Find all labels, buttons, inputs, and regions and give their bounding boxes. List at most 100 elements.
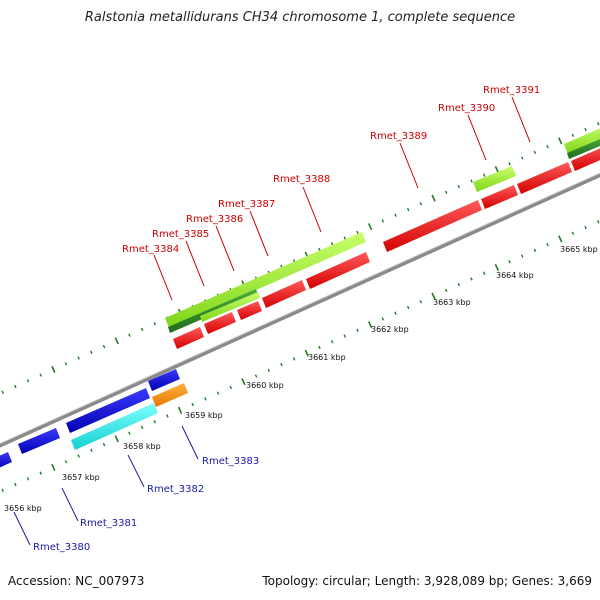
kbp-label: 3661 kbp <box>308 353 346 362</box>
gene-label-rmet-3380[interactable]: Rmet_3380 <box>33 542 90 553</box>
gene-label-rmet-3389[interactable]: Rmet_3389 <box>370 131 427 142</box>
label-leader-line <box>185 240 205 287</box>
minor-tick <box>1 390 4 394</box>
gene-label-rmet-3391[interactable]: Rmet_3391 <box>483 85 540 96</box>
label-leader-line <box>302 186 322 233</box>
gene-feature-orange[interactable] <box>152 383 188 407</box>
minor-tick <box>419 300 423 304</box>
label-leader-line <box>13 511 31 546</box>
minor-tick <box>229 385 233 390</box>
minor-tick <box>584 127 587 132</box>
kbp-label: 3663 kbp <box>433 298 471 307</box>
minor-tick <box>77 356 80 360</box>
gene-feature-blue[interactable] <box>66 388 150 433</box>
gene-feature-lime[interactable] <box>473 166 516 192</box>
major-tick <box>494 263 500 272</box>
gene-label-rmet-3388[interactable]: Rmet_3388 <box>273 174 330 185</box>
gene-feature-red[interactable] <box>517 162 572 194</box>
minor-tick <box>64 362 68 366</box>
gene-label-rmet-3381[interactable]: Rmet_3381 <box>80 518 137 529</box>
gene-feature-red[interactable] <box>481 185 518 209</box>
gene-feature-red[interactable] <box>306 252 370 289</box>
major-tick <box>558 235 563 243</box>
major-tick <box>367 321 373 329</box>
major-tick <box>431 194 436 202</box>
minor-tick <box>520 156 524 160</box>
kbp-label: 3656 kbp <box>4 504 42 513</box>
minor-tick <box>102 442 106 447</box>
minor-tick <box>381 219 385 223</box>
minor-tick <box>204 397 207 401</box>
page-title: Ralstonia metallidurans CH34 chromosome … <box>84 10 516 25</box>
gene-feature-red[interactable] <box>571 144 600 171</box>
minor-tick <box>77 454 80 458</box>
scale-tick-track <box>1 220 600 492</box>
gene-feature-lime[interactable] <box>564 124 600 154</box>
minor-tick <box>394 311 397 315</box>
gene-feature-red[interactable] <box>173 327 204 349</box>
gene-feature-blue[interactable] <box>18 428 60 454</box>
minor-tick <box>330 340 334 344</box>
minor-tick <box>571 231 575 235</box>
forward-strand-features <box>165 124 600 349</box>
gene-feature-cyan[interactable] <box>71 403 158 450</box>
label-leader-line <box>399 142 419 189</box>
gene-label-rmet-3390[interactable]: Rmet_3390 <box>438 103 495 114</box>
kbp-label: 3659 kbp <box>185 411 223 420</box>
minor-tick <box>419 202 423 206</box>
minor-tick <box>482 271 486 275</box>
minor-tick <box>343 236 347 240</box>
gene-feature-blue[interactable] <box>148 369 180 391</box>
minor-tick <box>140 327 144 332</box>
label-leader-line <box>153 254 173 301</box>
minor-tick <box>596 220 600 224</box>
major-tick <box>367 223 373 231</box>
label-leader-line <box>215 225 235 272</box>
gene-label-rmet-3386[interactable]: Rmet_3386 <box>186 214 243 225</box>
forward-gene-labels: Rmet_3384 Rmet_3385 Rmet_3386 Rmet_3387 … <box>122 85 540 301</box>
gene-feature-red[interactable] <box>383 200 482 252</box>
kbp-scale-labels: 3656 kbp 3657 kbp 3658 kbp 3659 kbp 3660… <box>4 245 598 513</box>
kbp-label: 3660 kbp <box>246 381 284 390</box>
minor-tick <box>14 384 17 389</box>
label-leader-line <box>511 96 531 143</box>
chromosome-backbone-highlight <box>0 172 600 445</box>
major-tick <box>494 165 500 174</box>
major-tick <box>177 406 183 414</box>
kbp-label: 3662 kbp <box>371 325 409 334</box>
minor-tick <box>318 247 321 252</box>
kbp-label: 3658 kbp <box>123 442 161 451</box>
minor-tick <box>457 184 461 189</box>
minor-tick <box>457 282 461 287</box>
minor-tick <box>39 471 42 475</box>
minor-tick <box>26 379 30 383</box>
gene-feature-blue[interactable] <box>0 452 12 470</box>
gene-label-rmet-3387[interactable]: Rmet_3387 <box>218 199 275 210</box>
major-tick <box>114 435 119 443</box>
minor-tick <box>533 150 537 154</box>
minor-tick <box>596 122 600 126</box>
gene-feature-lime[interactable] <box>165 232 366 328</box>
minor-tick <box>267 368 271 372</box>
minor-tick <box>584 225 587 230</box>
reverse-gene-labels: Rmet_3380 Rmet_3381 Rmet_3382 Rmet_3383 <box>13 425 259 553</box>
gene-feature-darkgreen[interactable] <box>567 135 600 159</box>
major-tick <box>431 292 436 300</box>
gene-feature-red[interactable] <box>204 312 236 334</box>
gene-label-rmet-3385[interactable]: Rmet_3385 <box>152 229 209 240</box>
gene-feature-red[interactable] <box>237 301 262 320</box>
gene-label-rmet-3382[interactable]: Rmet_3382 <box>147 484 204 495</box>
minor-tick <box>343 334 347 338</box>
major-tick <box>241 378 246 386</box>
minor-tick <box>1 488 4 492</box>
gene-feature-lime-small[interactable] <box>200 292 260 322</box>
gene-label-rmet-3384[interactable]: Rmet_3384 <box>122 244 179 255</box>
major-tick <box>304 349 309 357</box>
gene-feature-red[interactable] <box>262 280 306 308</box>
gene-label-rmet-3383[interactable]: Rmet_3383 <box>202 456 259 467</box>
minor-tick <box>406 207 410 212</box>
minor-tick <box>356 328 359 332</box>
minor-tick <box>90 350 93 354</box>
